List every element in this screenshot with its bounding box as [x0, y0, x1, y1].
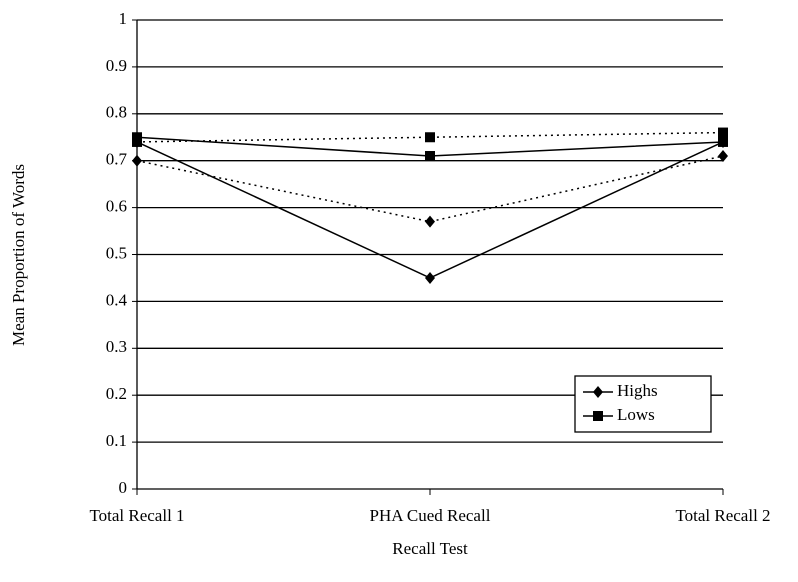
- x-axis-title: Recall Test: [392, 539, 468, 558]
- legend-box: [574, 375, 712, 433]
- y-tick-label: 0.9: [106, 56, 127, 75]
- y-tick-label: 0.8: [106, 103, 127, 122]
- x-tick-label: Total Recall 2: [675, 506, 770, 525]
- marker: [425, 215, 435, 228]
- y-tick-label: 0.1: [106, 431, 127, 450]
- marker: [718, 127, 728, 138]
- marker: [425, 151, 435, 162]
- y-axis-title: Mean Proportion of Words: [9, 164, 28, 346]
- marker: [718, 136, 728, 147]
- y-tick-label: 1: [119, 9, 128, 28]
- x-tick-label: PHA Cued Recall: [370, 506, 491, 525]
- y-tick-label: 0.5: [106, 243, 127, 262]
- y-tick-label: 0: [119, 478, 128, 497]
- series-line: [136, 141, 724, 279]
- marker: [593, 411, 603, 421]
- series-line: [136, 131, 724, 143]
- x-tick-label: Total Recall 1: [89, 506, 184, 525]
- marker: [132, 154, 142, 167]
- y-tick-label: 0.7: [106, 150, 128, 169]
- marker: [425, 132, 435, 143]
- marker: [132, 136, 142, 147]
- y-tick-label: 0.2: [106, 384, 127, 403]
- marker: [718, 150, 728, 163]
- marker: [593, 386, 603, 398]
- y-tick-label: 0.4: [106, 290, 128, 309]
- legend-label: Lows: [617, 405, 655, 424]
- marker: [425, 271, 435, 284]
- legend-label: Highs: [617, 381, 658, 400]
- y-tick-label: 0.3: [106, 337, 127, 356]
- y-tick-label: 0.6: [106, 197, 127, 216]
- series-line: [136, 155, 724, 223]
